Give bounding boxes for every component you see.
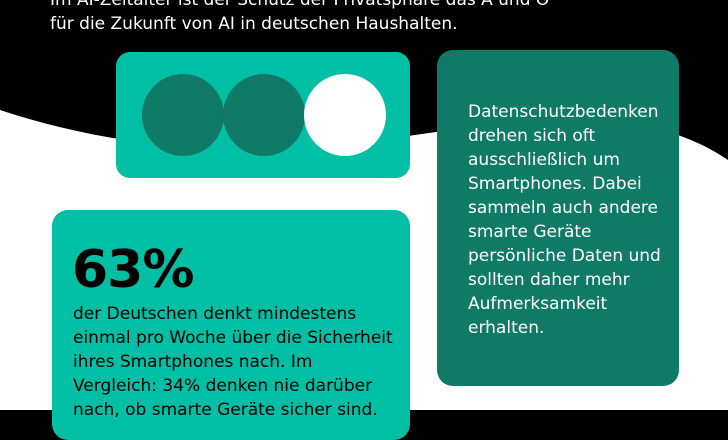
privacy-info-text: Datenschutzbedenken drehen sich oft auss… <box>468 100 683 340</box>
intro-text: Im AI-Zeitalter ist der Schutz der Priva… <box>50 0 690 36</box>
statistic-card: 63% der Deutschen denkt mindestens einma… <box>52 210 410 440</box>
stat-line: Vergleich: 34% denken nie darüber <box>73 376 373 396</box>
dot-filled-1 <box>142 74 224 156</box>
dot-filled-2 <box>223 74 305 156</box>
info-line: persönliche Daten und <box>468 246 661 266</box>
stat-line: nach, ob smarte Geräte sicher sind. <box>73 400 378 420</box>
progress-dots-card <box>116 52 410 178</box>
info-line: sammeln auch andere <box>468 198 658 218</box>
info-line: ausschließlich um <box>468 150 620 170</box>
info-line: Datenschutzbedenken <box>468 102 659 122</box>
privacy-info-card: Datenschutzbedenken drehen sich oft auss… <box>437 50 679 386</box>
stat-percentage: 63% <box>72 240 194 300</box>
stat-line: der Deutschen denkt mindestens <box>73 304 357 324</box>
stat-line: einmal pro Woche über die Sicherheit <box>73 328 393 348</box>
stat-line: ihres Smartphones nach. Im <box>73 352 313 372</box>
dot-empty-3 <box>304 74 386 156</box>
info-line: smarte Geräte <box>468 222 592 242</box>
intro-line: Im AI-Zeitalter ist der Schutz der Priva… <box>50 0 550 10</box>
stat-description: der Deutschen denkt mindestens einmal pr… <box>73 302 403 422</box>
info-line: Smartphones. Dabei <box>468 174 642 194</box>
info-line: drehen sich oft <box>468 126 596 146</box>
info-line: sollten daher mehr <box>468 270 630 290</box>
info-line: Aufmerksamkeit <box>468 294 608 314</box>
intro-line: für die Zukunft von AI in deutschen Haus… <box>50 14 458 34</box>
info-line: erhalten. <box>468 318 545 338</box>
